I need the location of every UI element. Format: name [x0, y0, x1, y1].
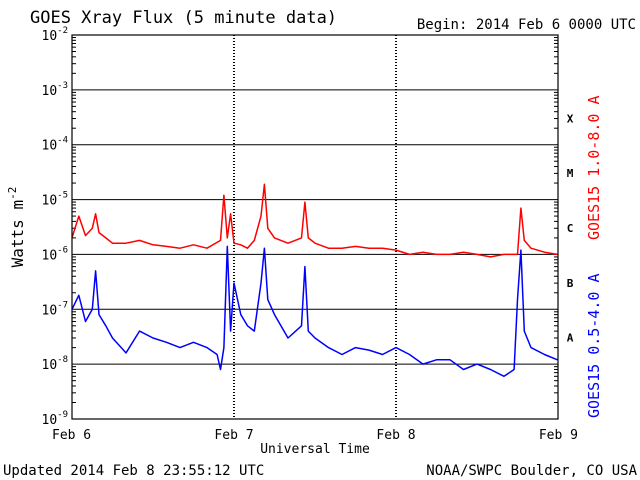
y-tick-base: 10 [42, 303, 58, 318]
legend-long-channel: GOES15 1.0-8.0 A [585, 96, 603, 241]
flare-class-x: X [567, 112, 574, 125]
y-tick-label: 10-6 [42, 245, 69, 263]
y-tick-label: 10-9 [42, 410, 69, 428]
chart-title: GOES Xray Flux (5 minute data) [30, 8, 337, 28]
flare-class-b: B [567, 277, 574, 290]
y-tick-exponent: -7 [57, 300, 68, 310]
y-tick-label: 10-2 [42, 26, 69, 44]
y-tick-label: 10-8 [42, 355, 69, 373]
y-tick-exponent: -9 [57, 410, 68, 420]
minor-ticks [72, 37, 558, 403]
y-tick-base: 10 [42, 84, 58, 99]
y-tick-label: 10-4 [42, 136, 69, 154]
series-lines [71, 183, 558, 378]
series-long-channel [71, 183, 558, 258]
y-tick-base: 10 [42, 413, 58, 428]
series-short-channel [71, 245, 558, 378]
decade-gridlines [72, 89, 558, 365]
y-tick-base: 10 [42, 29, 58, 44]
y-tick-exponent: -8 [57, 355, 68, 365]
legend-long-channel-label: GOES15 1.0-8.0 A [585, 96, 603, 241]
begin-time-label: Begin: 2014 Feb 6 0000 UTC [417, 17, 636, 33]
flare-class-labels: X M C B A [567, 112, 574, 344]
y-tick-exponent: -3 [57, 81, 68, 91]
y-axis-title-exponent: -2 [6, 187, 19, 200]
flare-class-c: C [567, 222, 574, 235]
legend-short-channel-label: GOES15 0.5-4.0 A [585, 274, 603, 419]
y-tick-base: 10 [42, 139, 58, 154]
y-tick-base: 10 [42, 248, 58, 263]
y-tick-exponent: -4 [57, 136, 68, 146]
y-axis-title: Watts m-2 [6, 187, 27, 268]
y-tick-exponent: -6 [57, 245, 68, 255]
y-tick-label: 10-3 [42, 81, 69, 99]
x-tick-label: Feb 9 [539, 428, 578, 443]
updated-timestamp: Updated 2014 Feb 8 23:55:12 UTC [3, 463, 264, 479]
day-dividers [233, 35, 397, 419]
x-tick-label: Feb 8 [376, 428, 415, 443]
legend-short-channel: GOES15 0.5-4.0 A [585, 274, 603, 419]
y-tick-base: 10 [42, 194, 58, 209]
flare-class-a: A [567, 332, 574, 345]
x-axis-title: Universal Time [260, 442, 370, 457]
y-tick-base: 10 [42, 358, 58, 373]
svg-text:Watts m-2: Watts m-2 [6, 187, 27, 268]
plot-frame [71, 34, 559, 420]
y-tick-label: 10-7 [42, 300, 69, 318]
y-tick-exponent: -5 [57, 191, 68, 201]
credit-label: NOAA/SWPC Boulder, CO USA [426, 463, 637, 479]
x-tick-label: Feb 6 [52, 428, 91, 443]
y-axis-title-base: Watts m [8, 200, 27, 267]
flare-class-m: M [567, 167, 574, 180]
y-tick-label: 10-5 [42, 191, 69, 209]
y-tick-exponent: -2 [57, 26, 68, 36]
y-tick-labels: 10-210-310-410-510-610-710-810-9 [42, 26, 69, 428]
x-tick-label: Feb 7 [214, 428, 253, 443]
x-tick-labels: Feb 6 Feb 7 Feb 8 Feb 9 [52, 428, 578, 443]
